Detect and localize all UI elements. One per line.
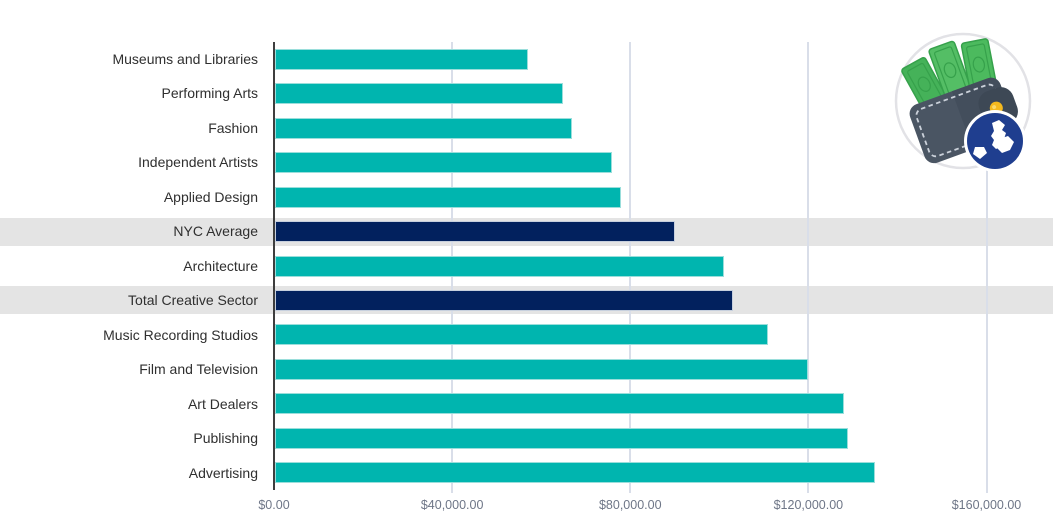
category-label-museums-and-libraries: Museums and Libraries — [112, 51, 258, 67]
y-axis-line — [273, 42, 275, 490]
category-label-nyc-average: NYC Average — [173, 223, 258, 240]
wallet-money-nyc-icon-svg — [894, 32, 1032, 172]
bar-performing-arts[interactable] — [275, 83, 564, 105]
money-bills-icon — [901, 38, 997, 112]
bar-advertising[interactable] — [275, 462, 876, 484]
category-label-music-recording-studios: Music Recording Studios — [103, 326, 258, 343]
nyc-map-badge-icon — [964, 110, 1026, 172]
category-label-total-creative-sector: Total Creative Sector — [128, 292, 258, 309]
category-label-architecture: Architecture — [183, 257, 258, 274]
bar-applied-design[interactable] — [275, 186, 622, 208]
nyc-boroughs-map — [973, 120, 1014, 159]
bar-architecture[interactable] — [275, 255, 724, 277]
category-label-applied-design: Applied Design — [163, 188, 258, 205]
x-axis-tick-label: $0.00 — [258, 498, 290, 512]
category-label-independent-artists: Independent Artists — [138, 154, 258, 171]
bar-fashion[interactable] — [275, 117, 573, 139]
category-label-performing-arts: Performing Arts — [161, 85, 258, 102]
category-label-advertising: Advertising — [188, 464, 258, 481]
x-axis-tick-label: $40,000.00 — [420, 498, 484, 512]
category-label-film-and-television: Film and Television — [139, 361, 258, 378]
bar-music-recording-studios[interactable] — [275, 324, 769, 346]
bar-publishing[interactable] — [275, 427, 849, 449]
bar-art-dealers[interactable] — [275, 393, 844, 415]
bar-museums-and-libraries[interactable] — [275, 48, 528, 70]
x-axis-tick-label: $160,000.00 — [951, 498, 1022, 512]
wallet-money-nyc-icon — [893, 31, 1033, 173]
category-label-fashion: Fashion — [208, 119, 258, 136]
x-axis-tick-label: $120,000.00 — [773, 498, 844, 512]
category-label-art-dealers: Art Dealers — [187, 395, 258, 412]
gridline — [985, 42, 988, 493]
category-label-publishing: Publishing — [193, 430, 258, 447]
gridline — [807, 42, 810, 493]
bar-film-and-television[interactable] — [275, 358, 809, 380]
x-axis-tick-label: $80,000.00 — [598, 498, 662, 512]
bar-total-creative-sector[interactable] — [275, 289, 733, 311]
bar-nyc-average[interactable] — [275, 221, 675, 243]
bar-independent-artists[interactable] — [275, 152, 613, 174]
